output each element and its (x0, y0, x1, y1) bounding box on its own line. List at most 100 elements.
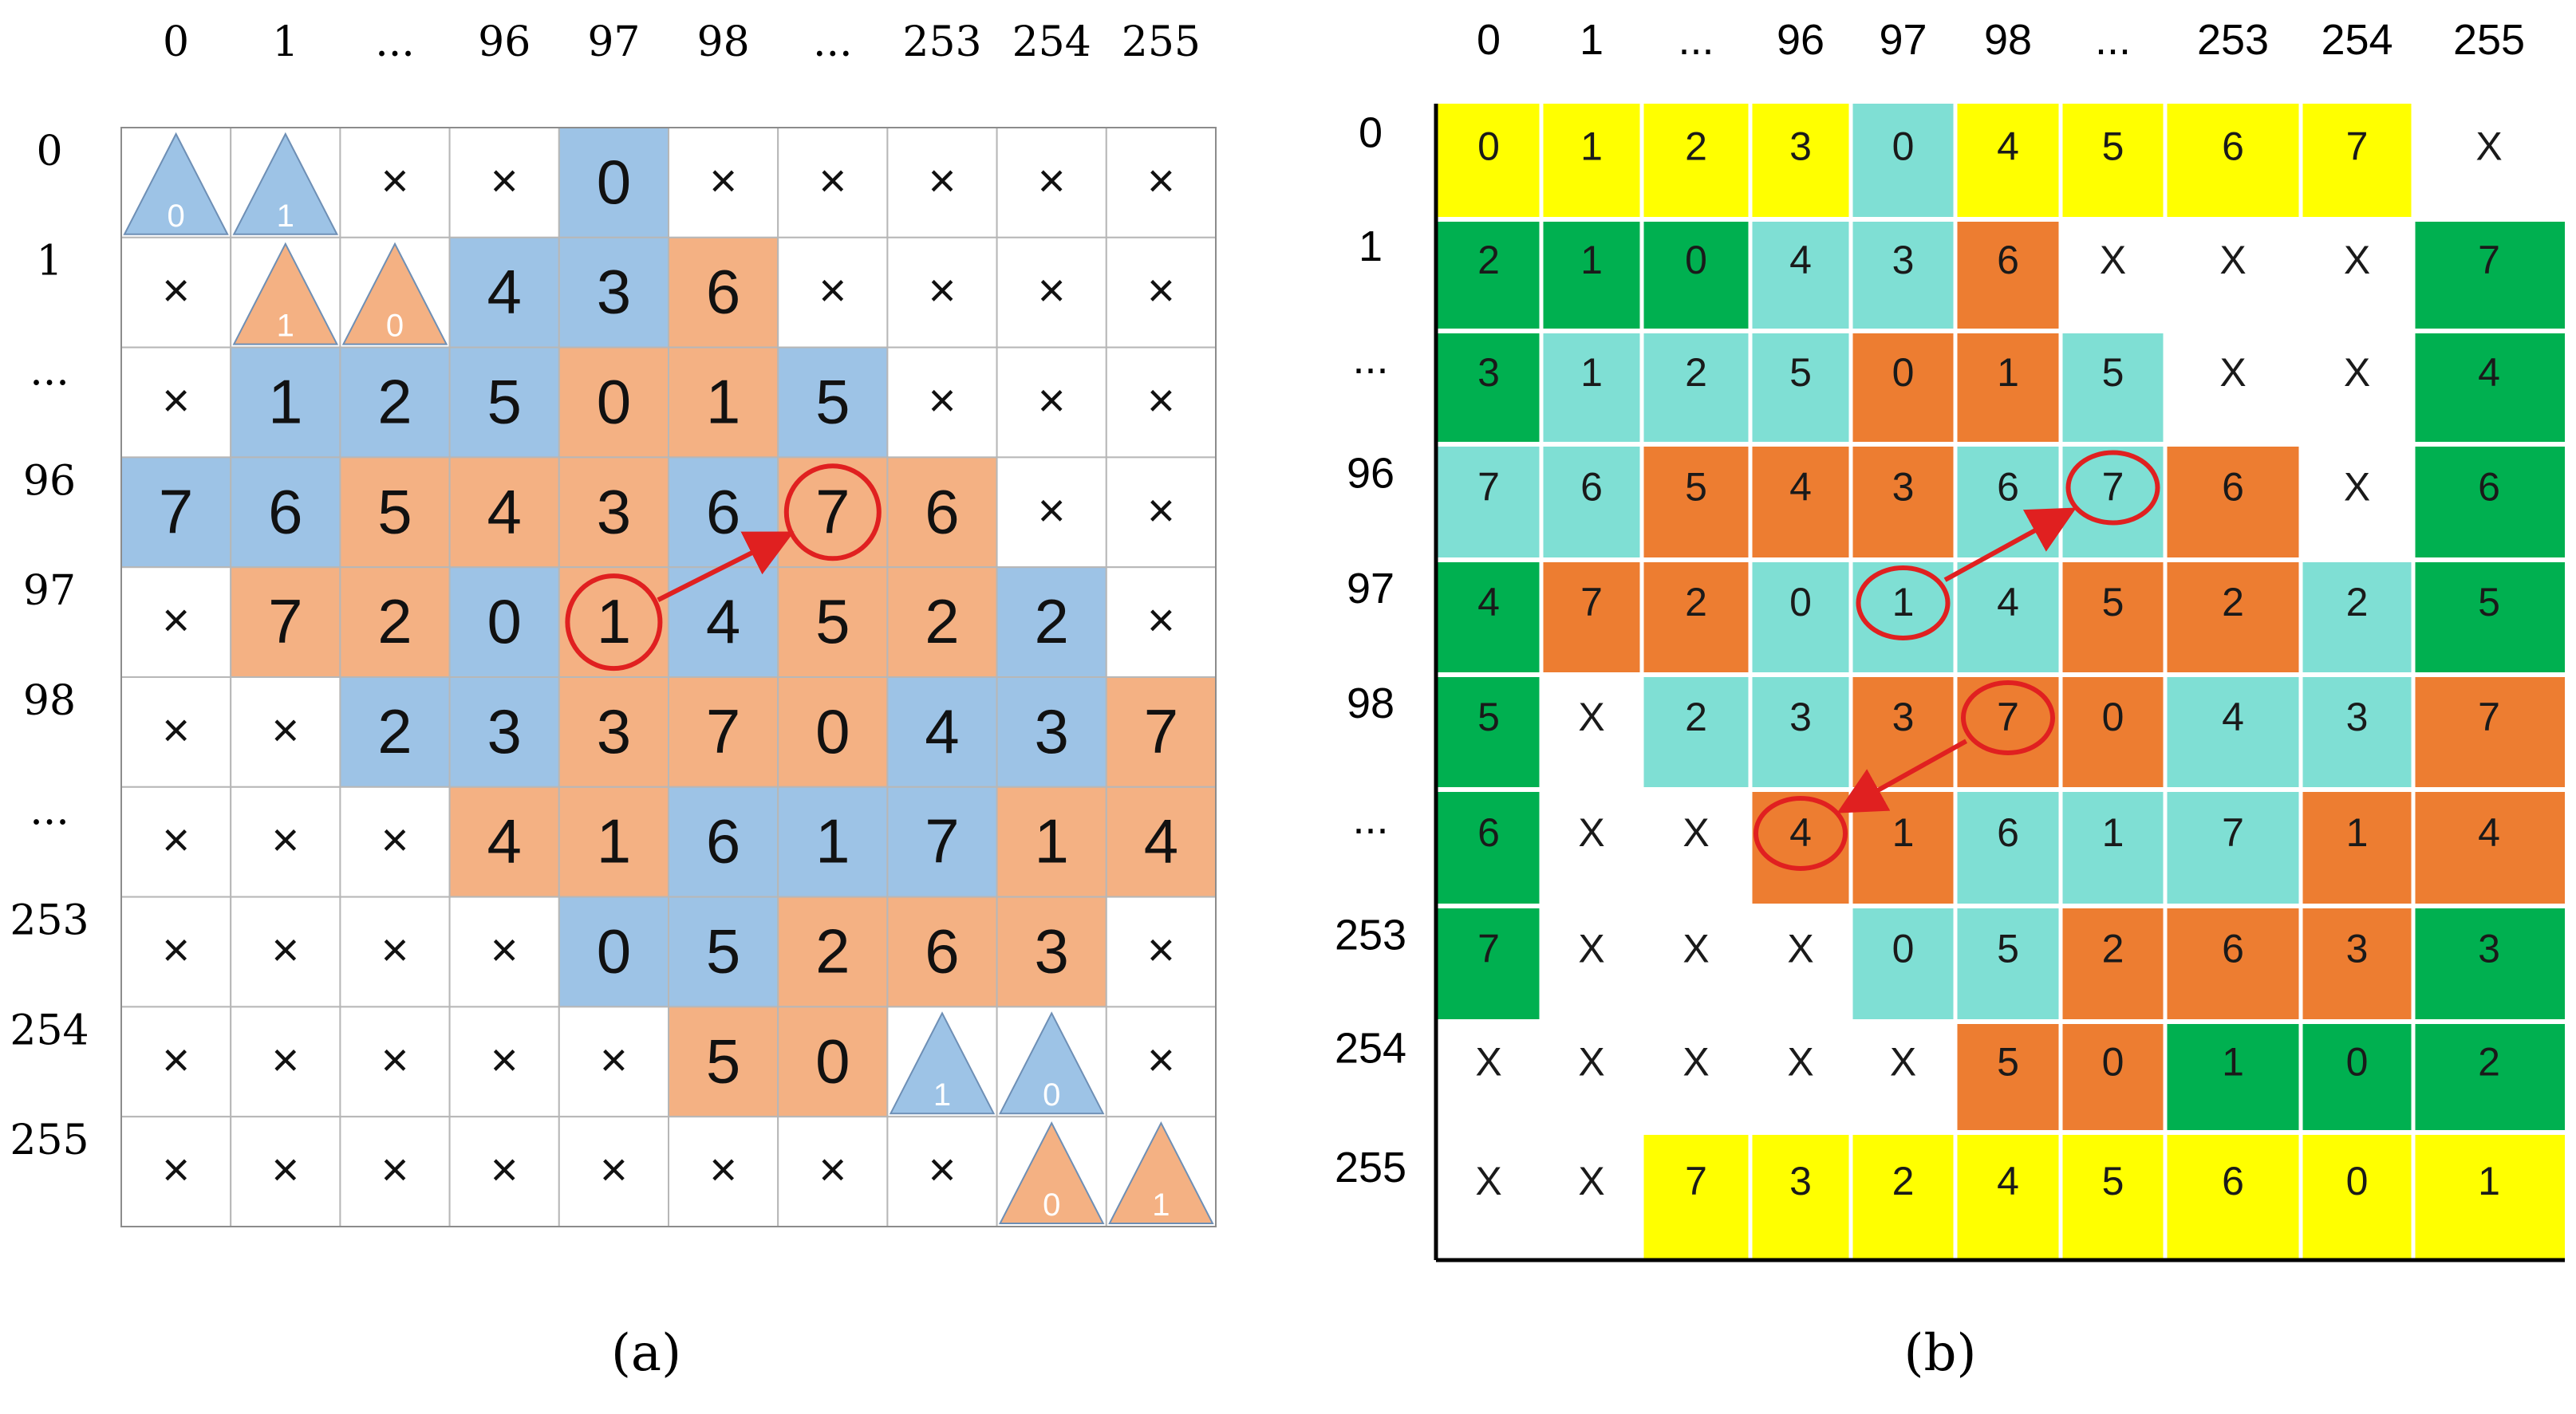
grid-cell (448, 1116, 560, 1227)
grid-cell (1955, 906, 2061, 1022)
cell-value: 5 (2478, 580, 2500, 624)
cell-cross: × (819, 154, 846, 207)
cell-value: 5 (815, 367, 850, 437)
cell-cross: × (491, 1033, 519, 1086)
col-header: 253 (2197, 16, 2269, 64)
cell-value: 2 (1685, 124, 1707, 169)
row-header: ... (30, 787, 69, 835)
row-header: 1 (36, 238, 62, 286)
cell-cross: × (491, 154, 519, 207)
cell-value: 5 (1789, 350, 1812, 395)
cell-value: 4 (1997, 124, 2019, 169)
grid-cell (1851, 444, 1955, 560)
cell-value: 2 (1685, 580, 1707, 624)
grid-cell (777, 896, 889, 1008)
cell-value: 0 (815, 1026, 850, 1096)
grid-cell (1436, 1132, 1541, 1260)
col-header: 96 (1777, 16, 1825, 64)
cell-value: 6 (2222, 124, 2244, 169)
grid-cell (1851, 906, 1955, 1022)
cell-value: 7 (706, 696, 740, 766)
grid-cell (1642, 444, 1750, 560)
grid-cell (2165, 1022, 2301, 1132)
cell-value: 0 (597, 916, 631, 987)
grid-cell (1642, 675, 1750, 790)
cell-cross: X (1578, 1159, 1604, 1203)
cell-value: 1 (1035, 806, 1069, 876)
cell-cross: × (1147, 593, 1175, 647)
cell-value: 3 (1789, 1159, 1812, 1203)
grid-cell (120, 456, 232, 569)
grid-cell (2061, 1022, 2165, 1132)
cell-cross: X (1475, 1040, 1501, 1085)
grid-cell (1105, 236, 1217, 349)
cell-value: 4 (2478, 810, 2500, 855)
grid-cell (230, 346, 341, 459)
grid-cell (1642, 104, 1750, 219)
grid-cell (2413, 675, 2565, 790)
grid-cell (448, 1006, 560, 1118)
row-header: 96 (1347, 450, 1395, 498)
row-header: ... (1352, 335, 1388, 383)
cell-value: 7 (2346, 124, 2369, 169)
cell-cross: × (491, 1143, 519, 1196)
cell-value: 6 (706, 257, 740, 327)
grid-cell (2165, 219, 2301, 331)
grid-cell (2301, 906, 2413, 1022)
grid-cell (230, 566, 341, 679)
cell-value: 4 (2478, 350, 2500, 395)
col-header: 254 (2321, 16, 2393, 64)
cell-value: 0 (1789, 580, 1812, 624)
triangle-marker (998, 1121, 1105, 1224)
cell-value: 0 (597, 367, 631, 437)
cell-cross: × (928, 264, 956, 317)
panel-b-caption: (b) (1904, 1324, 1977, 1383)
triangle-marker (998, 1011, 1105, 1115)
row-header: 1 (1359, 223, 1383, 270)
cell-value: 4 (706, 586, 740, 656)
grid-cell (2301, 444, 2413, 560)
cell-value: 1 (1997, 350, 2019, 395)
grid-cell (1750, 1132, 1851, 1260)
cell-cross: X (2219, 238, 2246, 282)
cell-cross: × (381, 924, 408, 977)
grid-cell (1750, 219, 1851, 331)
transition-arrow (1943, 507, 2077, 582)
row-header: 254 (10, 1006, 89, 1054)
grid-cell (777, 456, 889, 569)
cell-cross: × (928, 154, 956, 207)
grid-cell (2061, 219, 2165, 331)
grid-cell (1955, 331, 2061, 444)
grid-cell (1750, 1022, 1851, 1132)
cell-value: 3 (487, 696, 522, 766)
col-header: 0 (1477, 16, 1501, 64)
col-header: 96 (478, 18, 531, 66)
cell-value: 5 (706, 1026, 740, 1096)
cell-cross: X (1682, 927, 1709, 971)
cell-value: 6 (1997, 238, 2019, 282)
row-header: 98 (1347, 679, 1395, 727)
grid-cell (996, 346, 1107, 459)
cell-value: 3 (1892, 695, 1915, 739)
row-header: 255 (10, 1117, 89, 1164)
grid-cell (230, 1116, 341, 1227)
cell-value: 1 (1580, 350, 1603, 395)
cell-value: 2 (1477, 238, 1500, 282)
col-header: 1 (1580, 16, 1604, 64)
cell-cross: × (1038, 483, 1066, 537)
triangle-label: 0 (1043, 1077, 1060, 1113)
row-header: 254 (1335, 1025, 1406, 1073)
col-header: 255 (1122, 18, 1201, 66)
grid-cell (339, 566, 451, 679)
cell-value: 4 (1789, 238, 1812, 282)
grid-cell (1750, 444, 1851, 560)
cell-cross: X (1787, 927, 1813, 971)
cell-value: 3 (597, 696, 631, 766)
col-header: 97 (1879, 16, 1927, 64)
cell-cross: X (1682, 1040, 1709, 1085)
cell-cross: X (2344, 465, 2370, 510)
cell-cross: X (1682, 810, 1709, 855)
grid-cell (1436, 444, 1541, 560)
grid-cell (2301, 560, 2413, 675)
grid-cell (668, 676, 779, 788)
